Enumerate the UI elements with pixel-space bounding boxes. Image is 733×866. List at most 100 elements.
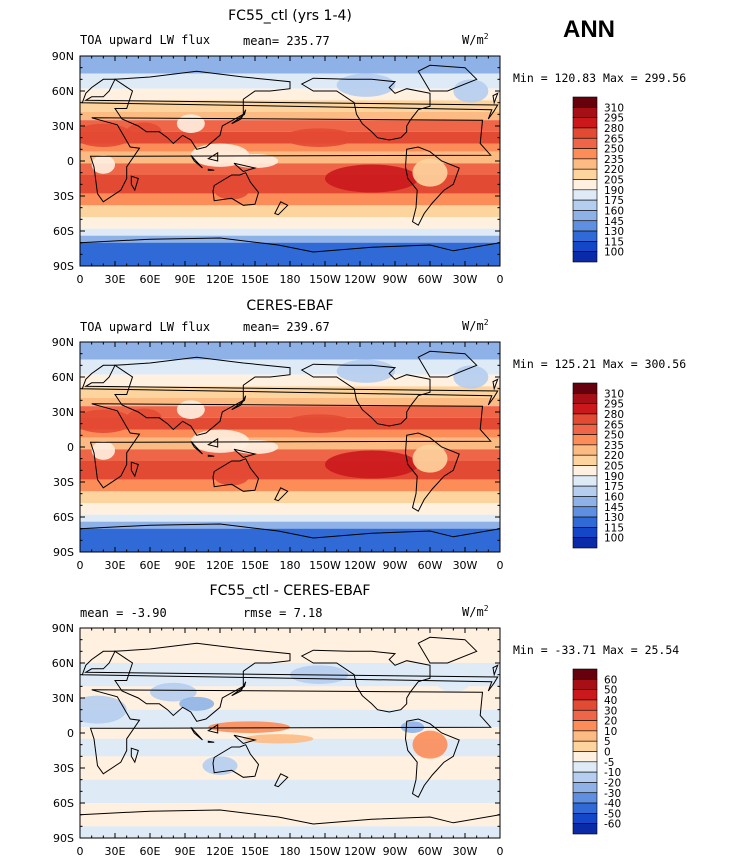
coastline xyxy=(207,437,219,448)
colorbar-label: -40 xyxy=(604,798,621,810)
coastline xyxy=(113,70,291,150)
coastline xyxy=(212,458,260,492)
colorbar-box xyxy=(572,782,598,794)
x-tick-label: 30E xyxy=(105,273,126,286)
coastline xyxy=(80,237,500,266)
y-tick-label: 0 xyxy=(67,441,74,454)
center-label: rmse = 7.18 xyxy=(243,606,323,620)
y-tick-label: 90N xyxy=(52,50,74,63)
y-tick-label: 60S xyxy=(53,797,74,810)
field-band xyxy=(80,429,500,438)
field-band xyxy=(80,437,500,450)
coastline xyxy=(231,395,247,411)
colorbar-box xyxy=(572,792,598,804)
x-tick-label: 90E xyxy=(175,559,196,572)
coastline xyxy=(300,363,431,427)
colorbar-label: 30 xyxy=(604,705,617,717)
colorbar-box xyxy=(572,689,598,701)
season-label: ANN xyxy=(563,16,615,43)
x-tick-label: 150E xyxy=(241,845,269,858)
x-tick-label: 30E xyxy=(105,845,126,858)
field-band xyxy=(80,826,500,838)
coastline xyxy=(417,636,478,664)
colorbar-label: 295 xyxy=(604,399,624,411)
colorbar-label: 10 xyxy=(604,726,617,738)
field-anomaly xyxy=(80,123,133,147)
field-anomaly xyxy=(231,440,279,454)
colorbar-box xyxy=(572,537,598,549)
y-tick-label: 90N xyxy=(52,336,74,349)
x-tick-label: 120E xyxy=(206,273,234,286)
colorbar-box xyxy=(572,771,598,783)
colorbar-label: -10 xyxy=(604,767,621,779)
y-tick-label: 60N xyxy=(52,657,74,670)
x-tick-label: 0 xyxy=(497,273,504,286)
coastline xyxy=(404,432,460,512)
field-anomaly xyxy=(284,414,355,433)
colorbar-label: 190 xyxy=(604,471,624,483)
field-anomaly xyxy=(126,122,162,142)
x-tick-label: 30W xyxy=(453,273,478,286)
field-band xyxy=(80,151,500,164)
coastline xyxy=(80,523,500,552)
colorbar-label: -5 xyxy=(604,757,614,769)
field-anomaly xyxy=(208,721,290,734)
x-tick-label: 30W xyxy=(453,845,478,858)
y-tick-label: 30S xyxy=(53,190,74,203)
coastline xyxy=(300,649,431,713)
coastline xyxy=(404,146,460,226)
colorbar-label: 115 xyxy=(604,522,624,534)
field-anomaly xyxy=(231,154,279,168)
field-anomaly xyxy=(126,408,162,428)
x-tick-label: 90W xyxy=(383,845,408,858)
x-tick-label: 180 xyxy=(280,559,301,572)
colorbar-label: 235 xyxy=(604,154,624,166)
coastline xyxy=(212,744,260,778)
field-anomaly xyxy=(179,696,215,711)
y-tick-label: 60N xyxy=(52,85,74,98)
coastline xyxy=(130,175,139,192)
x-tick-label: 30E xyxy=(105,559,126,572)
field-band xyxy=(80,359,500,375)
coastline xyxy=(190,726,203,741)
coastline xyxy=(80,809,500,838)
field-anomaly xyxy=(80,695,127,724)
colorbar-box xyxy=(572,751,598,763)
colorbar-label: 130 xyxy=(604,512,624,524)
minmax-label: Min = -33.71 Max = 25.54 xyxy=(513,643,680,657)
coastline xyxy=(207,740,215,743)
colorbar-label: 205 xyxy=(604,175,624,187)
colorbar-label: 265 xyxy=(604,133,624,145)
field-band xyxy=(80,73,500,89)
x-tick-label: 0 xyxy=(497,559,504,572)
colorbar-label: 220 xyxy=(604,450,624,462)
x-tick-label: 150W xyxy=(309,559,341,572)
coastline xyxy=(233,162,257,173)
field-band xyxy=(80,242,500,266)
field xyxy=(80,628,500,838)
colorbar-box xyxy=(572,709,598,721)
coastline xyxy=(190,440,203,455)
coastline xyxy=(89,117,492,203)
colorbar-box xyxy=(572,823,598,835)
x-tick-label: 90E xyxy=(175,273,196,286)
coastline xyxy=(492,92,499,105)
coastline xyxy=(417,350,478,378)
colorbar-label: 310 xyxy=(604,388,624,400)
coastline xyxy=(274,487,289,502)
panel-title: FC55_ctl - CERES-EBAF xyxy=(209,583,371,599)
coastline xyxy=(190,154,203,169)
colorbar-label: 130 xyxy=(604,226,624,238)
x-tick-label: 120E xyxy=(206,559,234,572)
x-tick-label: 60E xyxy=(140,559,161,572)
field-anomaly xyxy=(80,409,133,433)
x-tick-label: 120E xyxy=(206,845,234,858)
minmax-label: Min = 120.83 Max = 299.56 xyxy=(513,71,687,85)
coastline xyxy=(207,454,215,457)
x-tick-label: 60E xyxy=(140,273,161,286)
field-band xyxy=(80,709,500,728)
coastline xyxy=(231,109,247,125)
coastline xyxy=(81,650,499,692)
colorbar-label: 175 xyxy=(604,481,624,493)
coastline xyxy=(81,364,499,406)
